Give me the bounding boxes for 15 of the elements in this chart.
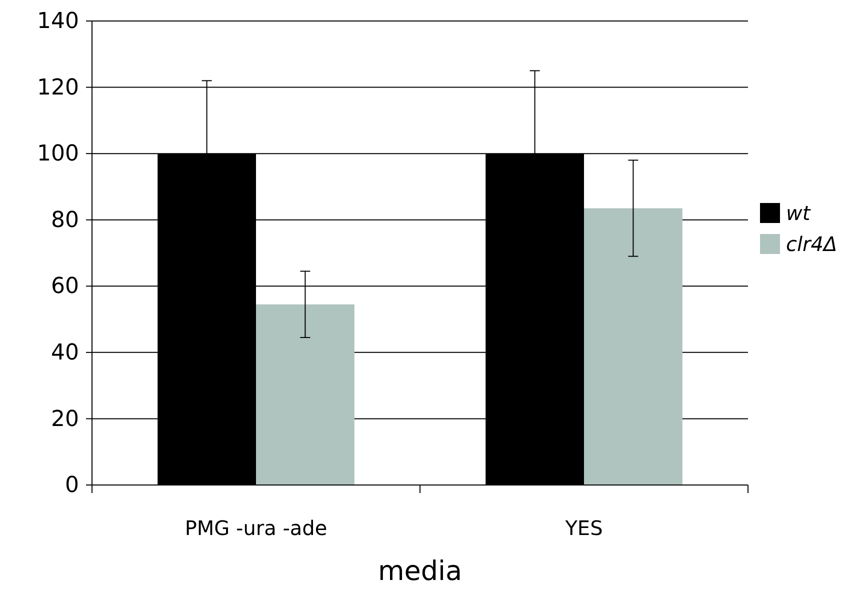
bar <box>256 304 354 485</box>
y-tick-label: 40 <box>51 340 79 366</box>
y-tick-label: 0 <box>65 473 79 498</box>
bar <box>584 208 682 485</box>
x-tick-label: PMG -ura -ade <box>184 516 328 540</box>
y-tick-label: 20 <box>51 406 79 432</box>
x-tick-label: YES <box>564 516 603 540</box>
y-tick-label: 80 <box>51 208 79 233</box>
x-axis-title: media <box>378 556 462 587</box>
y-tick-label: 140 <box>37 9 79 34</box>
y-tick-label: 60 <box>51 274 79 300</box>
y-tick-label: 120 <box>37 75 79 100</box>
legend-label: wt <box>786 201 812 225</box>
legend-label: clr4Δ <box>786 232 838 256</box>
y-tick-label: 100 <box>37 142 79 167</box>
